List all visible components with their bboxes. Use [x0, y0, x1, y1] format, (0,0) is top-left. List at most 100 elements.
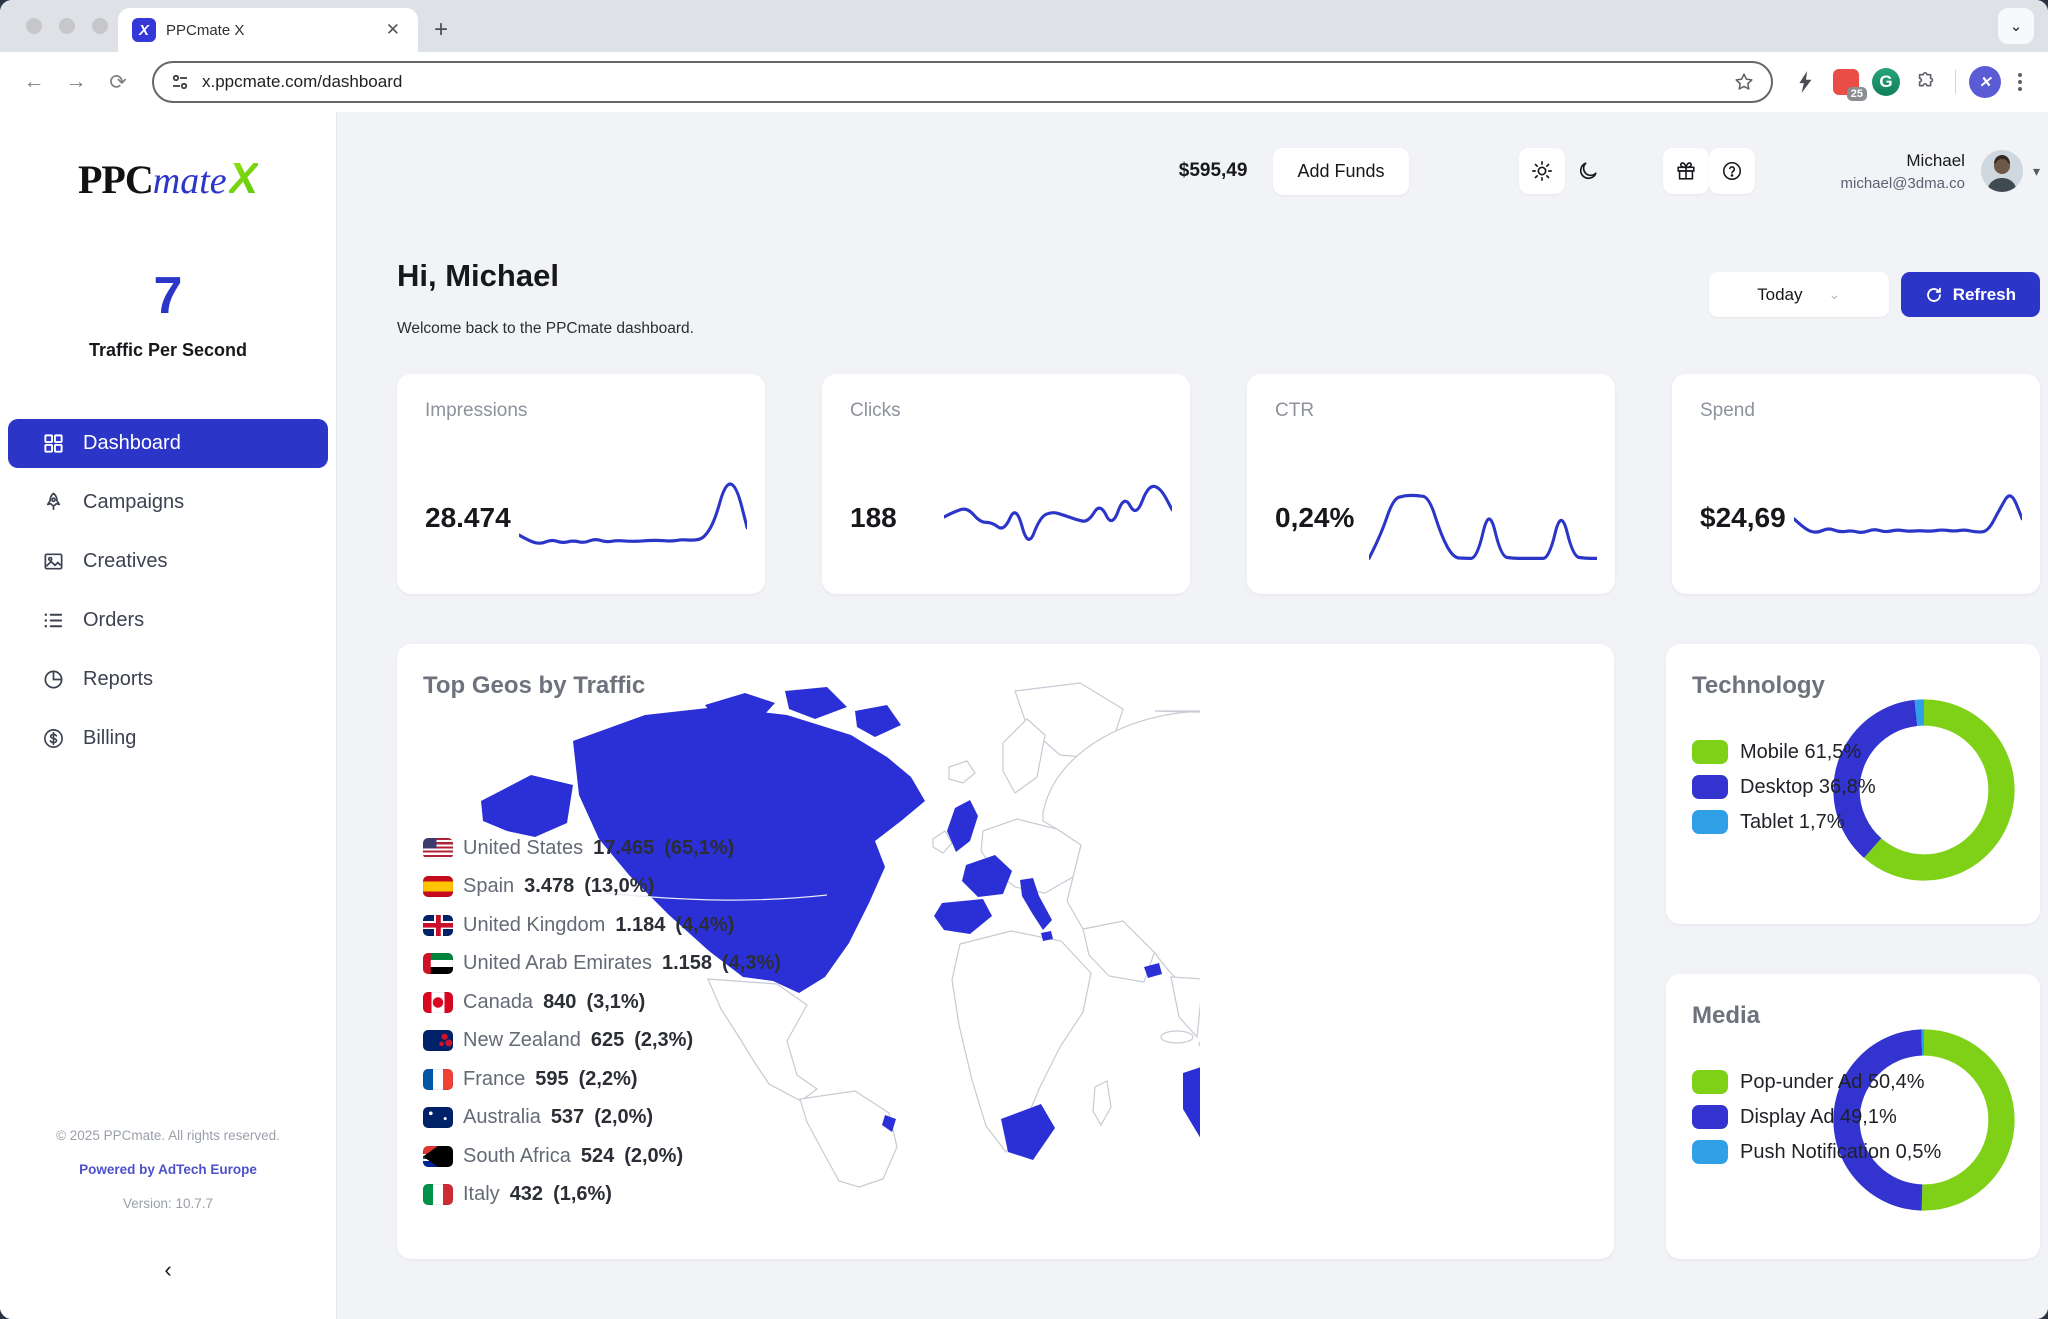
stat-value: 188 — [850, 502, 897, 533]
map-uk — [947, 800, 978, 852]
close-window-button[interactable] — [26, 18, 42, 34]
sidebar-item-label: Creatives — [83, 550, 168, 572]
flag-spain-icon — [423, 876, 453, 898]
geo-country-value: 1.158 — [661, 952, 713, 975]
stat-label: CTR — [1275, 400, 1315, 421]
dollar-icon — [42, 727, 65, 750]
geo-country-value: 537 — [550, 1106, 585, 1129]
geo-country-name: Spain — [463, 875, 515, 898]
lightning-extension-icon[interactable] — [1789, 65, 1823, 99]
legend-item-display-ad: Display Ad 49,1% — [1692, 1105, 1941, 1129]
refresh-button[interactable]: Refresh — [1900, 272, 2040, 317]
light-theme-toggle[interactable] — [1518, 148, 1565, 194]
geo-row: United Arab Emirates 1.158 (4,3%) — [423, 945, 781, 984]
powered-by-link[interactable]: Powered by AdTech Europe — [79, 1162, 257, 1177]
version-text: Version: 10.7.7 — [122, 1196, 214, 1211]
user-avatar[interactable] — [1980, 150, 2023, 192]
legend-swatch-icon — [1692, 775, 1728, 799]
map-australia — [1183, 1067, 1200, 1138]
sidebar-item-reports[interactable]: Reports — [8, 655, 328, 704]
maximize-window-button[interactable] — [92, 18, 108, 34]
url-text[interactable]: x.ppcmate.com/dashboard — [202, 72, 403, 91]
geo-country-value: 524 — [580, 1144, 615, 1167]
new-tab-button[interactable]: + — [434, 16, 449, 43]
rewards-button[interactable] — [1662, 148, 1709, 194]
geo-country-name: Australia — [463, 1106, 541, 1129]
stat-label: Clicks — [850, 400, 901, 421]
browser-menu-button[interactable] — [2008, 73, 2032, 91]
dark-theme-toggle[interactable] — [1565, 148, 1611, 194]
sidebar-item-campaigns[interactable]: Campaigns — [8, 478, 328, 527]
traffic-per-second-value: 7 — [153, 267, 183, 325]
geo-country-share: (4,4%) — [675, 913, 735, 936]
sidebar-item-dashboard[interactable]: Dashboard — [8, 419, 328, 468]
geo-row: Australia 537 (2,0%) — [423, 1099, 781, 1138]
date-range-select[interactable]: Today ⌄ — [1708, 272, 1889, 317]
map-africa — [951, 930, 1092, 1154]
tab-search-button[interactable]: ⌄ — [1998, 8, 2034, 44]
sidebar-nav: Dashboard Campaigns Creatives Orders Reports… — [0, 419, 336, 763]
flag-canada-icon — [423, 991, 453, 1013]
technology-legend: Mobile 61,5% Desktop 36,8% Tablet 1,7% — [1692, 740, 1876, 834]
media-card: Media Pop-under Ad 50,4% Display Ad 49,1%… — [1666, 974, 2040, 1259]
media-legend: Pop-under Ad 50,4% Display Ad 49,1% Push N… — [1692, 1070, 1941, 1164]
adblock-extension-icon[interactable]: 25 — [1829, 65, 1867, 101]
add-funds-button[interactable]: Add Funds — [1273, 147, 1409, 195]
geo-country-name: France — [463, 1067, 526, 1090]
toolbar-divider — [1955, 70, 1956, 94]
legend-item-desktop: Desktop 36,8% — [1692, 775, 1876, 799]
geo-country-share: (2,0%) — [594, 1106, 654, 1129]
stat-value: 0,24% — [1275, 502, 1355, 533]
traffic-per-second-label: Traffic Per Second — [88, 340, 248, 360]
geo-card: Top Geos by Traffic — [397, 644, 1614, 1259]
geo-country-name: United Kingdom — [463, 913, 606, 936]
grammarly-extension-icon[interactable]: G — [1869, 65, 1903, 99]
browser-tab[interactable]: X PPCmate X ✕ — [118, 8, 418, 52]
geo-country-value: 1.184 — [615, 913, 666, 936]
user-menu-chevron-icon[interactable]: ▾ — [2032, 162, 2040, 179]
geo-country-share: (2,2%) — [578, 1067, 638, 1090]
legend-label: Pop-under Ad 50,4% — [1740, 1070, 1925, 1093]
url-bar[interactable]: x.ppcmate.com/dashboard — [152, 61, 1773, 103]
technology-card-title: Technology — [1692, 672, 1825, 699]
sparkline-chart — [1368, 493, 1597, 561]
geo-country-share: (3,1%) — [586, 990, 646, 1013]
moon-icon — [1579, 162, 1597, 180]
sidebar-item-label: Campaigns — [83, 491, 185, 513]
bookmark-star-icon[interactable] — [1733, 71, 1755, 93]
minimize-window-button[interactable] — [59, 18, 75, 34]
page-greeting: Hi, Michael — [397, 258, 559, 293]
sparkline-chart — [518, 482, 747, 545]
map-south-america — [799, 1090, 898, 1188]
geo-country-share: (2,0%) — [624, 1144, 684, 1167]
legend-item-push-notification: Push Notification 0,5% — [1692, 1140, 1941, 1164]
sidebar-item-orders[interactable]: Orders — [8, 596, 328, 645]
help-button[interactable] — [1708, 148, 1755, 194]
sidebar-item-billing[interactable]: Billing — [8, 714, 328, 763]
tab-close-icon[interactable]: ✕ — [385, 20, 400, 39]
map-ireland — [932, 830, 953, 854]
legend-swatch-icon — [1692, 740, 1728, 764]
window-controls[interactable] — [26, 18, 108, 34]
sidebar-item-creatives[interactable]: Creatives — [8, 537, 328, 586]
user-info[interactable]: Michael michael@3dma.co — [1841, 151, 1965, 192]
extensions-puzzle-icon[interactable] — [1909, 65, 1943, 99]
main-content: $595,49 Add Funds — [337, 112, 2048, 1319]
back-button[interactable]: ← — [23, 70, 45, 93]
world-map — [481, 682, 1200, 1188]
site-settings-icon[interactable] — [170, 72, 190, 92]
geo-country-share: (13,0%) — [584, 875, 655, 898]
sidebar-item-label: Reports — [83, 668, 154, 690]
forward-button[interactable]: → — [65, 70, 87, 93]
geo-row: United States 17.465 (65,1%) — [423, 829, 781, 868]
reload-button[interactable]: ⟳ — [109, 70, 127, 94]
legend-swatch-icon — [1692, 1070, 1728, 1094]
user-name: Michael — [1906, 150, 1965, 170]
flag-italy-icon — [423, 1184, 453, 1206]
browser-profile-avatar[interactable]: ✕ — [1968, 65, 2002, 99]
geo-country-value: 3.478 — [524, 875, 575, 898]
technology-card: Technology Mobile 61,5% Desktop 36,8% Tabl… — [1666, 644, 2040, 924]
geo-country-name: United Arab Emirates — [463, 952, 652, 975]
sidebar-collapse-button[interactable]: ‹ — [164, 1257, 172, 1282]
